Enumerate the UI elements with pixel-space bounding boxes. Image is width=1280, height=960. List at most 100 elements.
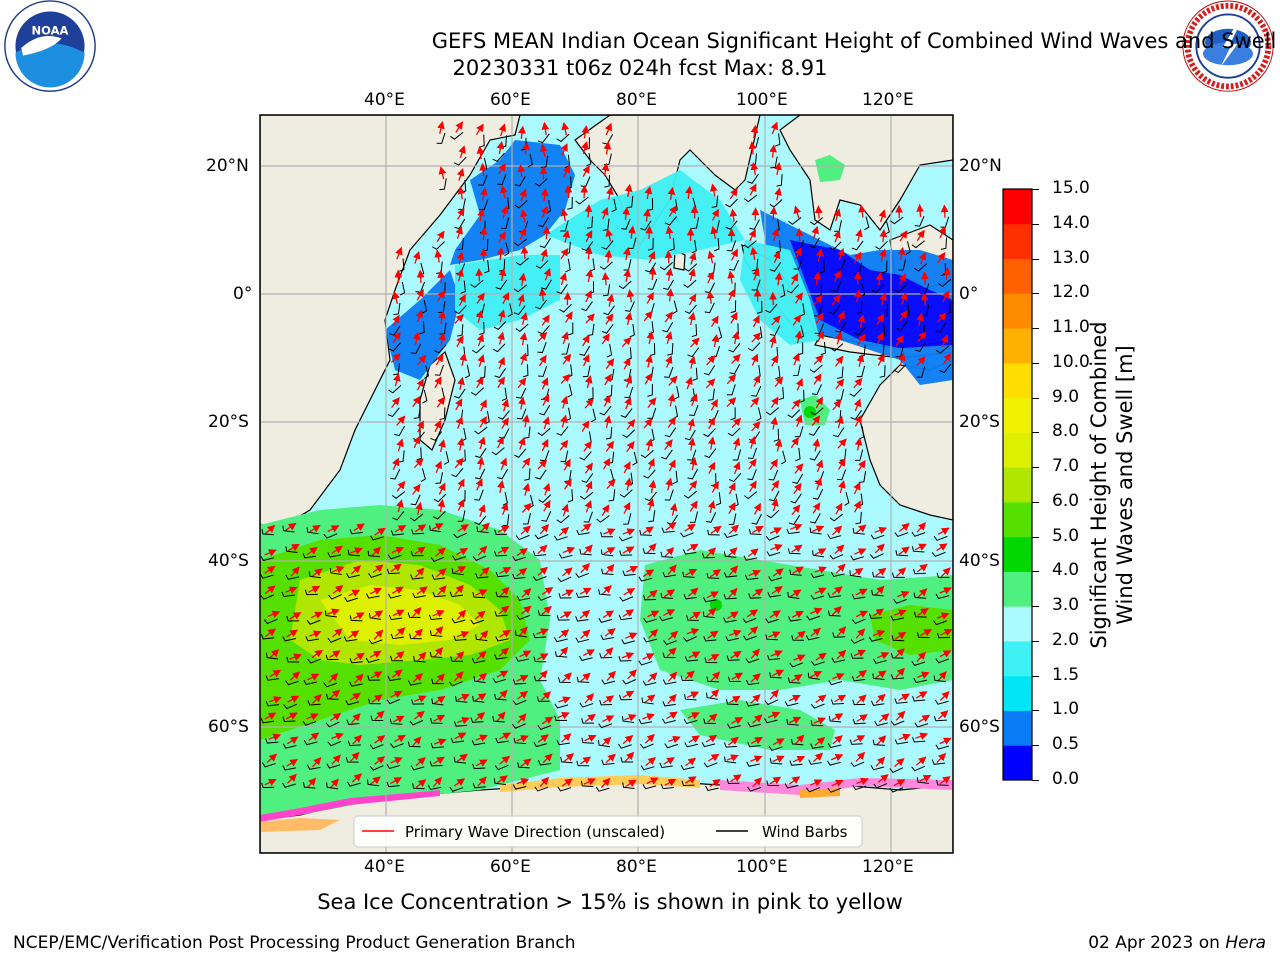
- wave-direction-arrow: [644, 694, 656, 704]
- wind-barb: [600, 634, 614, 641]
- wave-direction-arrow: [627, 669, 637, 680]
- wind-barb: [502, 514, 510, 527]
- wave-direction-arrow: [311, 694, 322, 704]
- wave-direction-arrow: [685, 376, 693, 390]
- wave-direction-arrow: [456, 753, 468, 763]
- wave-direction-arrow: [706, 290, 715, 304]
- wave-direction-arrow: [372, 564, 384, 574]
- wave-direction-arrow: [836, 415, 844, 429]
- wave-direction-arrow: [519, 188, 527, 202]
- wind-barb: [512, 573, 526, 580]
- lat-tick-left-0: 20°N: [206, 156, 249, 176]
- wind-barb: [851, 618, 866, 625]
- wave-direction-arrow: [502, 292, 510, 305]
- wave-direction-arrow: [411, 736, 422, 747]
- wave-direction-arrow: [769, 458, 778, 471]
- wind-barb: [265, 652, 279, 660]
- wind-barb: [745, 658, 760, 664]
- wave-direction-arrow: [541, 377, 549, 390]
- wind-barb: [870, 765, 885, 771]
- wind-barb: [390, 655, 403, 662]
- wave-direction-arrow: [622, 528, 636, 536]
- wave-direction-arrow: [474, 693, 487, 702]
- wind-barb: [560, 756, 573, 764]
- wind-barb: [851, 676, 866, 682]
- wind-barb: [329, 567, 342, 575]
- colorbar-tick-label: 8.0: [1052, 421, 1080, 442]
- wind-barb: [601, 759, 615, 766]
- wind-barb: [328, 594, 343, 600]
- wind-barb: [285, 574, 300, 580]
- wind-barb: [726, 655, 740, 661]
- wind-barb: [439, 178, 447, 191]
- wind-barb: [744, 574, 759, 581]
- wind-barb: [858, 470, 867, 483]
- wave-direction-arrow: [876, 652, 890, 660]
- wind-barb: [704, 448, 717, 459]
- wave-direction-arrow: [729, 629, 742, 638]
- wind-barb: [764, 699, 779, 706]
- wave-direction-arrow: [497, 525, 510, 533]
- wave-direction-arrow: [603, 414, 612, 429]
- wave-direction-arrow: [480, 187, 488, 201]
- wave-direction-arrow: [773, 250, 781, 264]
- colorbar-band: [1003, 432, 1032, 468]
- wave-direction-arrow: [751, 353, 759, 366]
- wind-barb: [537, 133, 550, 144]
- wave-direction-arrow: [942, 290, 950, 303]
- wind-barb: [431, 698, 444, 706]
- wind-barb: [392, 510, 405, 521]
- wave-direction-arrow: [583, 544, 593, 555]
- wind-barb: [786, 719, 799, 726]
- wind-barb: [306, 619, 321, 625]
- wave-direction-arrow: [579, 610, 591, 619]
- wave-direction-arrow: [479, 162, 487, 177]
- wave-direction-arrow: [497, 309, 506, 323]
- wind-barb: [706, 692, 719, 700]
- wind-barb: [514, 630, 527, 638]
- wind-barb: [765, 303, 778, 314]
- wind-barb: [855, 511, 862, 525]
- wave-direction-arrow: [813, 373, 822, 385]
- wave-direction-arrow: [564, 184, 573, 199]
- wave-direction-arrow: [476, 145, 485, 160]
- wave-direction-arrow: [536, 628, 549, 636]
- wave-direction-arrow: [646, 589, 658, 599]
- wave-direction-arrow: [518, 626, 528, 637]
- wave-direction-arrow: [521, 457, 531, 469]
- wind-barb: [394, 425, 406, 437]
- wave-direction-arrow: [584, 375, 593, 389]
- wave-direction-arrow: [308, 585, 321, 594]
- wind-barb: [387, 593, 402, 599]
- wind-barb: [606, 343, 613, 358]
- wave-direction-arrow: [266, 753, 278, 763]
- wave-direction-arrow: [437, 499, 446, 513]
- wave-direction-arrow: [455, 398, 463, 411]
- wind-barb: [494, 611, 508, 617]
- wind-barb: [600, 531, 613, 538]
- wave-direction-arrow: [920, 271, 929, 285]
- wave-direction-arrow: [560, 395, 569, 409]
- colorbar-band: [1003, 745, 1032, 781]
- lon-tick-top-0: 40°E: [364, 90, 405, 110]
- wind-barb: [324, 610, 338, 618]
- wave-direction-arrow: [434, 695, 446, 704]
- wind-barb: [787, 548, 801, 555]
- wind-barb: [516, 595, 531, 601]
- wave-direction-arrow: [774, 376, 784, 388]
- wind-barb: [830, 343, 844, 352]
- nws-logo: [1180, 0, 1276, 100]
- wave-direction-arrow: [916, 522, 927, 533]
- wave-direction-arrow: [606, 670, 616, 681]
- wind-barb: [537, 725, 552, 731]
- wind-barb: [726, 384, 736, 396]
- wave-direction-arrow: [584, 204, 593, 218]
- wind-barb: [728, 513, 737, 526]
- wind-barb: [541, 510, 552, 522]
- wave-direction-arrow: [789, 523, 803, 531]
- wind-barb: [622, 570, 636, 576]
- wave-direction-arrow: [728, 502, 736, 514]
- legend-wave-dir: Primary Wave Direction (unscaled): [405, 823, 665, 841]
- wind-barb: [430, 431, 443, 441]
- lon-tick-bottom-2: 80°E: [616, 857, 657, 877]
